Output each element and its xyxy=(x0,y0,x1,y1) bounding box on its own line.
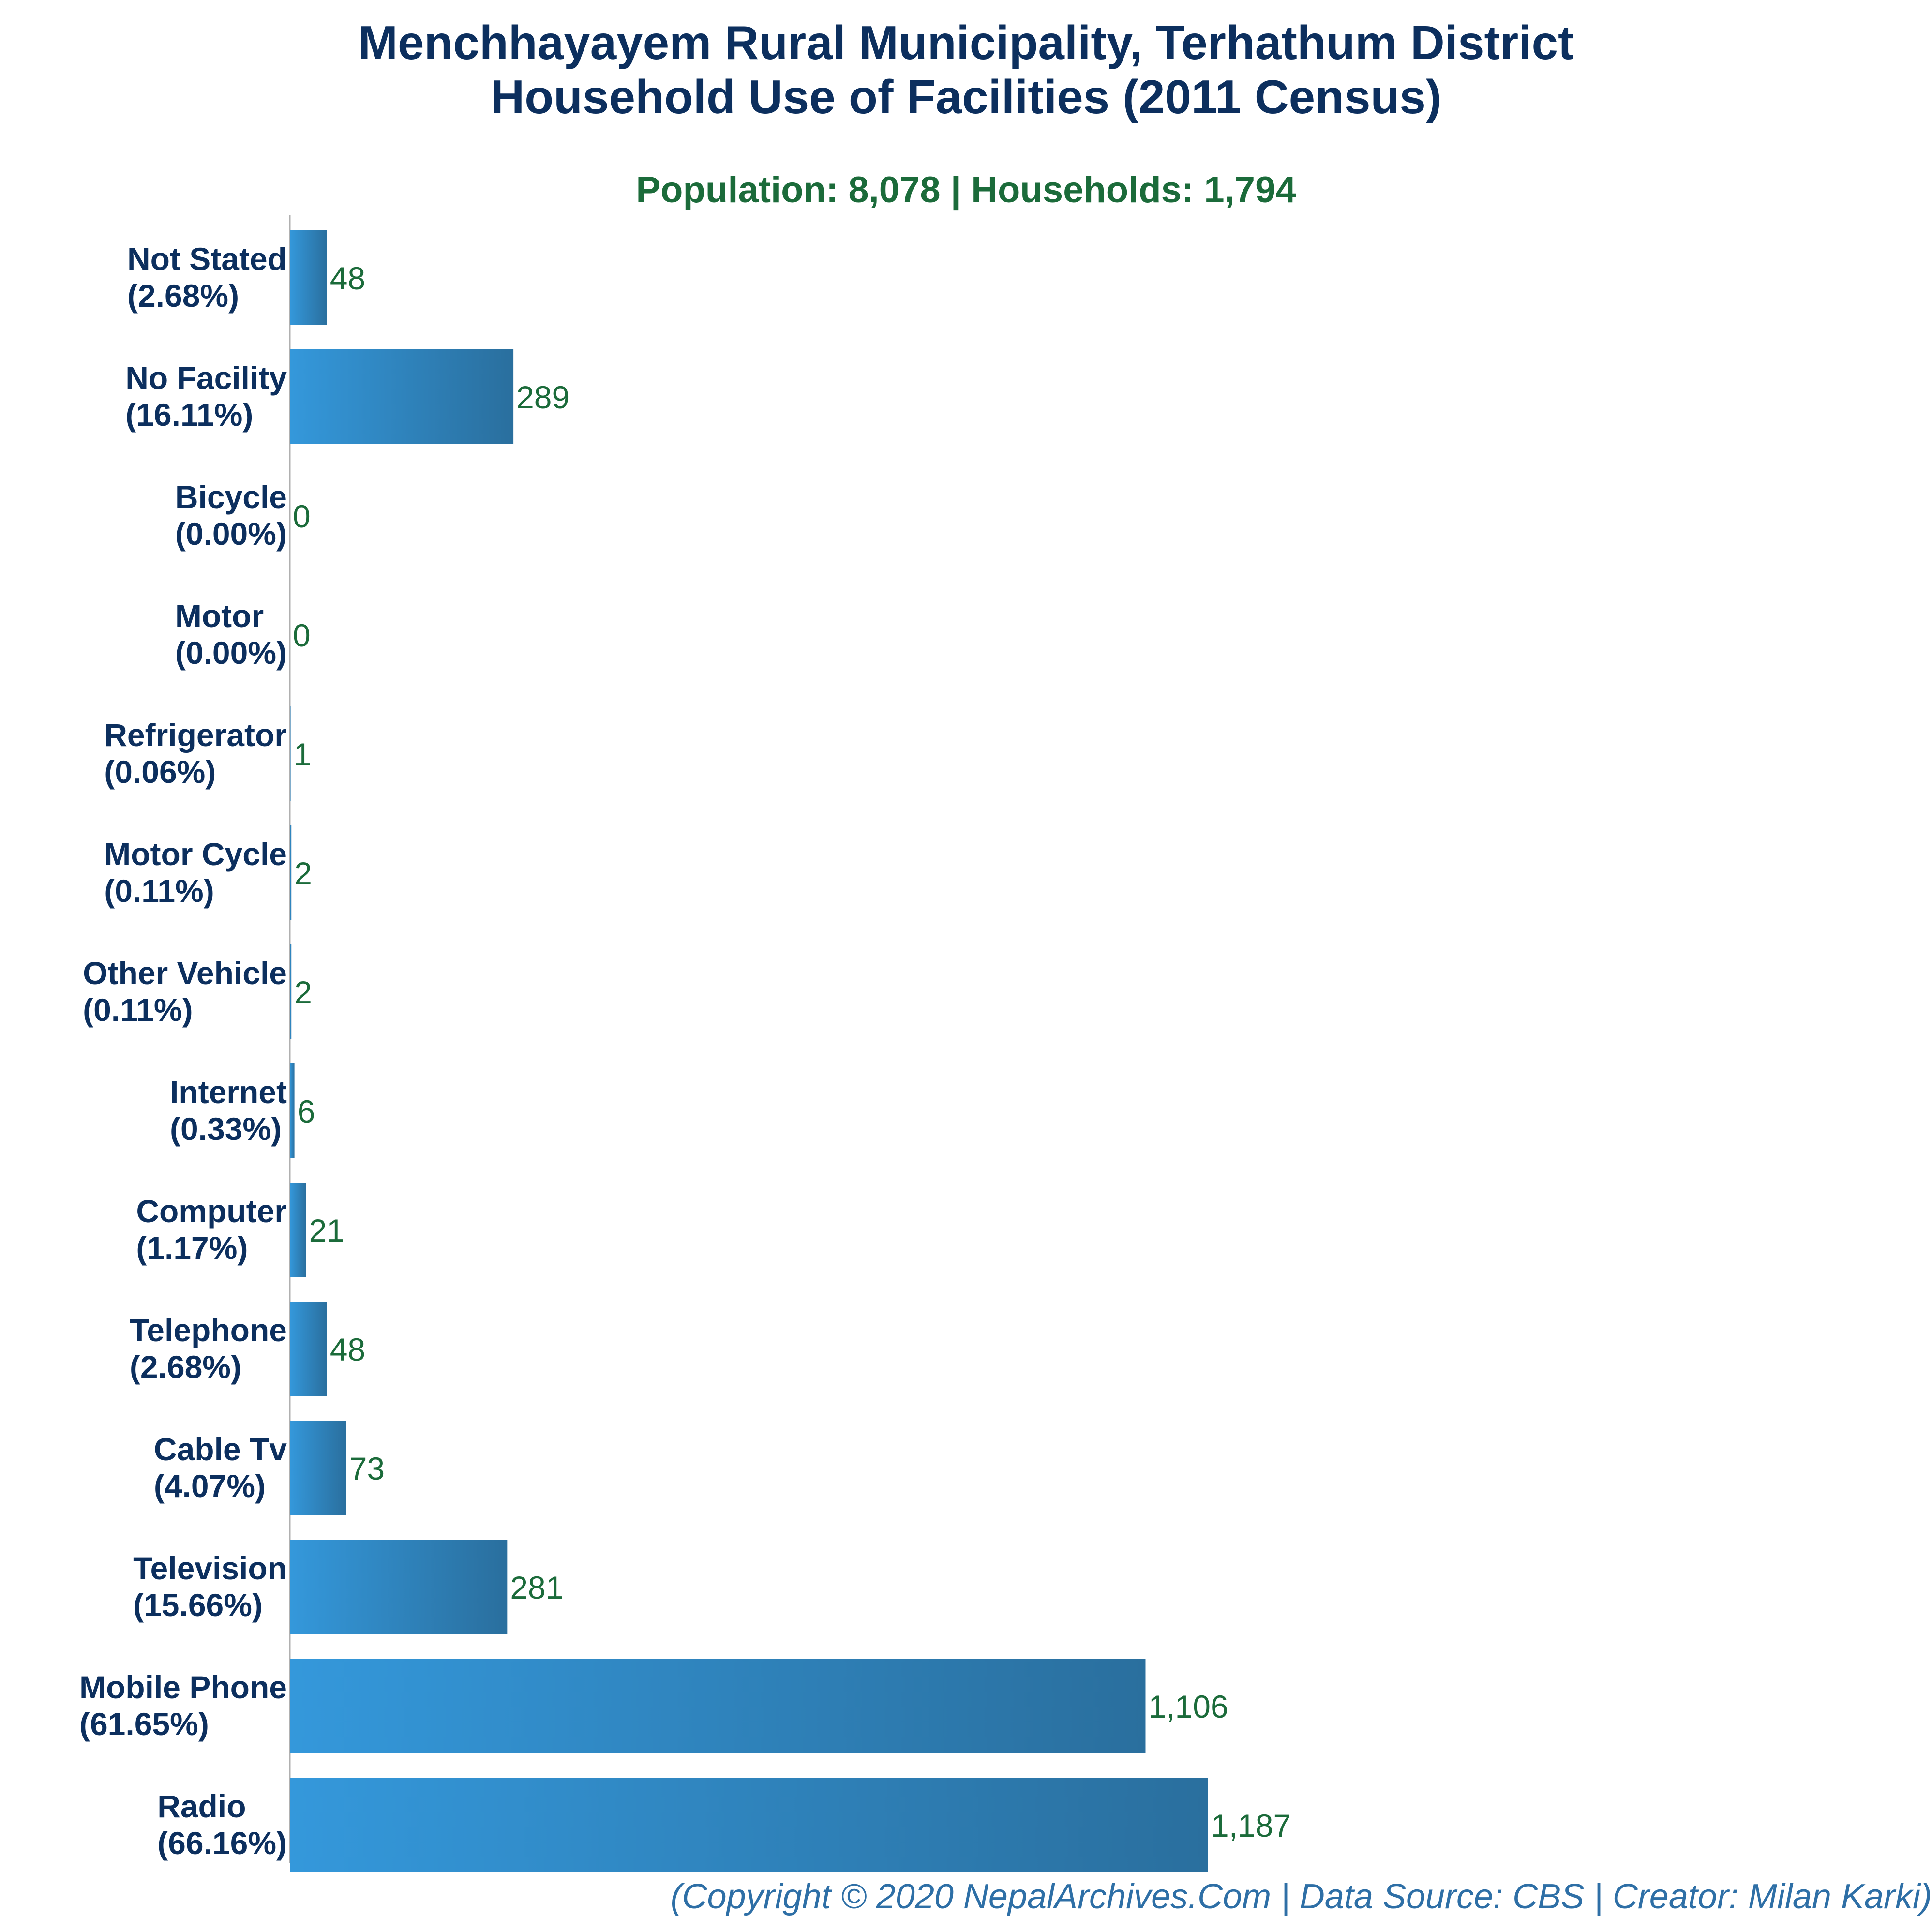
bar xyxy=(290,230,327,325)
category-label: Internet (0.33%) xyxy=(170,1074,287,1147)
chart-title-line2: Household Use of Facilities (2011 Census… xyxy=(490,70,1442,123)
value-label: 48 xyxy=(330,260,365,296)
bars-group xyxy=(290,230,1208,1872)
category-percent: (4.07%) xyxy=(154,1468,266,1504)
category-percent: (0.11%) xyxy=(104,873,214,909)
category-label: Other Vehicle (0.11%) xyxy=(83,955,287,1028)
category-percent: (0.00%) xyxy=(175,516,287,552)
category-name: Bicycle xyxy=(175,479,287,515)
value-label: 1,106 xyxy=(1148,1689,1228,1724)
category-percent: (1.17%) xyxy=(136,1230,248,1266)
category-labels-group: Not Stated (2.68%)No Facility (16.11%)Bicy… xyxy=(79,241,287,1861)
category-percent: (15.66%) xyxy=(133,1587,263,1623)
category-percent: (0.06%) xyxy=(104,754,216,790)
category-name: No Facility xyxy=(125,360,287,396)
category-name: Television xyxy=(133,1550,287,1586)
category-name: Motor xyxy=(175,598,264,634)
value-label: 0 xyxy=(293,498,311,534)
category-name: Not Stated xyxy=(127,241,287,277)
value-label: 281 xyxy=(510,1570,563,1605)
bar xyxy=(290,349,514,444)
category-percent: (2.68%) xyxy=(130,1349,241,1385)
bar xyxy=(290,1183,306,1277)
chart-title: Menchhayayem Rural Municipality, Terhath… xyxy=(0,15,1932,124)
category-name: Mobile Phone xyxy=(79,1669,287,1705)
category-percent: (0.11%) xyxy=(83,992,193,1028)
value-label: 0 xyxy=(293,617,311,653)
value-label: 1 xyxy=(294,736,312,772)
category-name: Motor Cycle xyxy=(104,836,287,872)
category-name: Telephone xyxy=(130,1312,287,1348)
value-label: 73 xyxy=(349,1451,385,1486)
category-percent: (16.11%) xyxy=(125,397,253,433)
category-label: Cable Tv (4.07%) xyxy=(154,1431,287,1504)
bar xyxy=(290,1778,1208,1872)
category-name: Radio xyxy=(157,1788,246,1824)
category-label: Refrigerator (0.06%) xyxy=(104,717,287,790)
value-label: 2 xyxy=(294,855,312,891)
chart-title-line1: Menchhayayem Rural Municipality, Terhath… xyxy=(358,16,1574,69)
category-name: Cable Tv xyxy=(154,1431,287,1467)
category-label: Motor Cycle (0.11%) xyxy=(104,836,287,909)
category-percent: (61.65%) xyxy=(79,1706,209,1742)
category-label: Telephone (2.68%) xyxy=(130,1312,287,1385)
category-percent: (0.33%) xyxy=(170,1111,282,1147)
value-label: 2 xyxy=(294,974,312,1010)
category-label: Mobile Phone (61.65%) xyxy=(79,1669,287,1742)
bar xyxy=(290,706,291,801)
category-label: Computer (1.17%) xyxy=(136,1193,287,1266)
category-label: Not Stated (2.68%) xyxy=(127,241,287,314)
category-name: Computer xyxy=(136,1193,287,1229)
bar xyxy=(290,1063,295,1158)
category-label: Radio (66.16%) xyxy=(157,1788,287,1861)
category-label: Motor (0.00%) xyxy=(175,598,287,671)
category-name: Internet xyxy=(170,1074,287,1110)
category-percent: (2.68%) xyxy=(127,278,239,314)
category-label: No Facility (16.11%) xyxy=(125,360,287,433)
bar xyxy=(290,1659,1146,1753)
category-name: Refrigerator xyxy=(104,717,287,753)
value-labels-group: 48 289 0 0 1 2 2 6 21 48 73 281 1,106 1,187 xyxy=(293,260,1291,1843)
value-label: 289 xyxy=(516,379,569,415)
bar xyxy=(290,1540,508,1634)
category-name: Other Vehicle xyxy=(83,955,287,991)
value-label: 6 xyxy=(298,1093,315,1129)
bar xyxy=(290,1421,346,1515)
category-label: Television (15.66%) xyxy=(133,1550,287,1623)
category-label: Bicycle (0.00%) xyxy=(175,479,287,552)
value-label: 21 xyxy=(309,1213,344,1248)
footer-credit: (Copyright © 2020 NepalArchives.Com | Da… xyxy=(670,1877,1932,1916)
category-percent: (0.00%) xyxy=(175,635,287,671)
chart-subtitle: Population: 8,078 | Households: 1,794 xyxy=(636,169,1296,210)
bar xyxy=(290,944,292,1039)
bar xyxy=(290,825,292,920)
bar xyxy=(290,1302,327,1396)
category-percent: (66.16%) xyxy=(157,1825,287,1861)
value-label: 1,187 xyxy=(1211,1808,1291,1843)
value-label: 48 xyxy=(330,1332,365,1367)
